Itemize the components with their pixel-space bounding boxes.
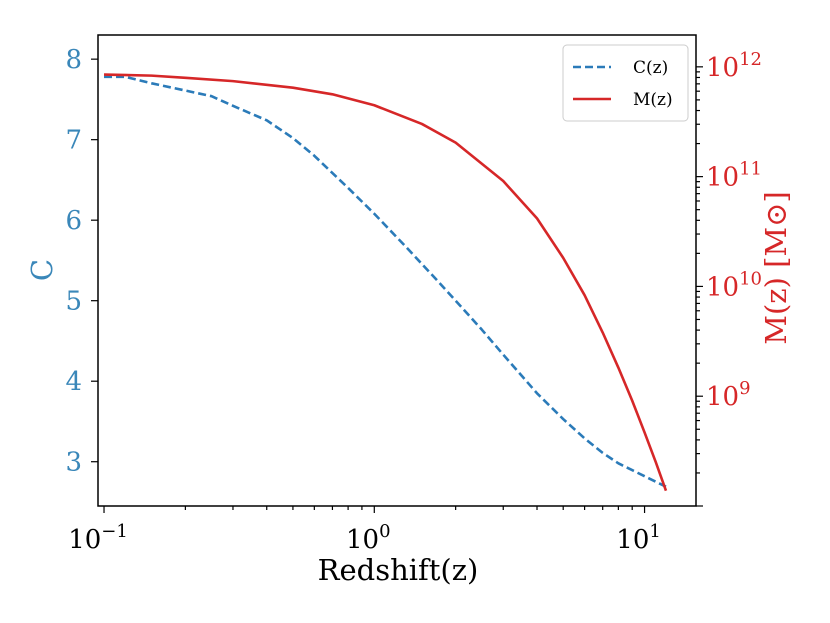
- x-tick-label: 101: [616, 521, 661, 555]
- left-y-tick-label: 4: [65, 367, 82, 397]
- x-tick-label: 10−1: [68, 521, 128, 555]
- left-y-tick-label: 6: [65, 206, 82, 236]
- legend-box: [562, 44, 689, 122]
- right-y-tick-label: 1010: [706, 268, 762, 302]
- left-y-tick-label: 7: [65, 126, 82, 156]
- left-y-tick-label: 5: [65, 287, 82, 317]
- right-y-tick-label: 1011: [706, 159, 762, 193]
- legend: C(z) M(z): [562, 44, 689, 122]
- legend-label-m: M(z): [633, 90, 673, 110]
- series-line-m: [103, 73, 668, 492]
- x-axis-label: Redshift(z): [318, 553, 479, 587]
- right-y-axis-label: M(z) [M⊙]: [759, 191, 793, 344]
- axis-layer: 10−1 100 101 3 4 5 6 7 8 109 1010 1011 1012: [65, 45, 762, 555]
- left-y-tick-label: 8: [65, 45, 82, 75]
- legend-label-c: C(z): [633, 58, 668, 78]
- right-y-tick-label: 109: [706, 378, 751, 412]
- series-layer: [103, 73, 668, 492]
- left-y-tick-label: 3: [65, 448, 82, 478]
- left-y-axis-label: C: [25, 259, 59, 281]
- series-line-c: [104, 75, 667, 488]
- plot-frame: [97, 34, 697, 507]
- x-tick-label: 100: [346, 521, 391, 555]
- right-y-tick-label: 1012: [706, 49, 762, 83]
